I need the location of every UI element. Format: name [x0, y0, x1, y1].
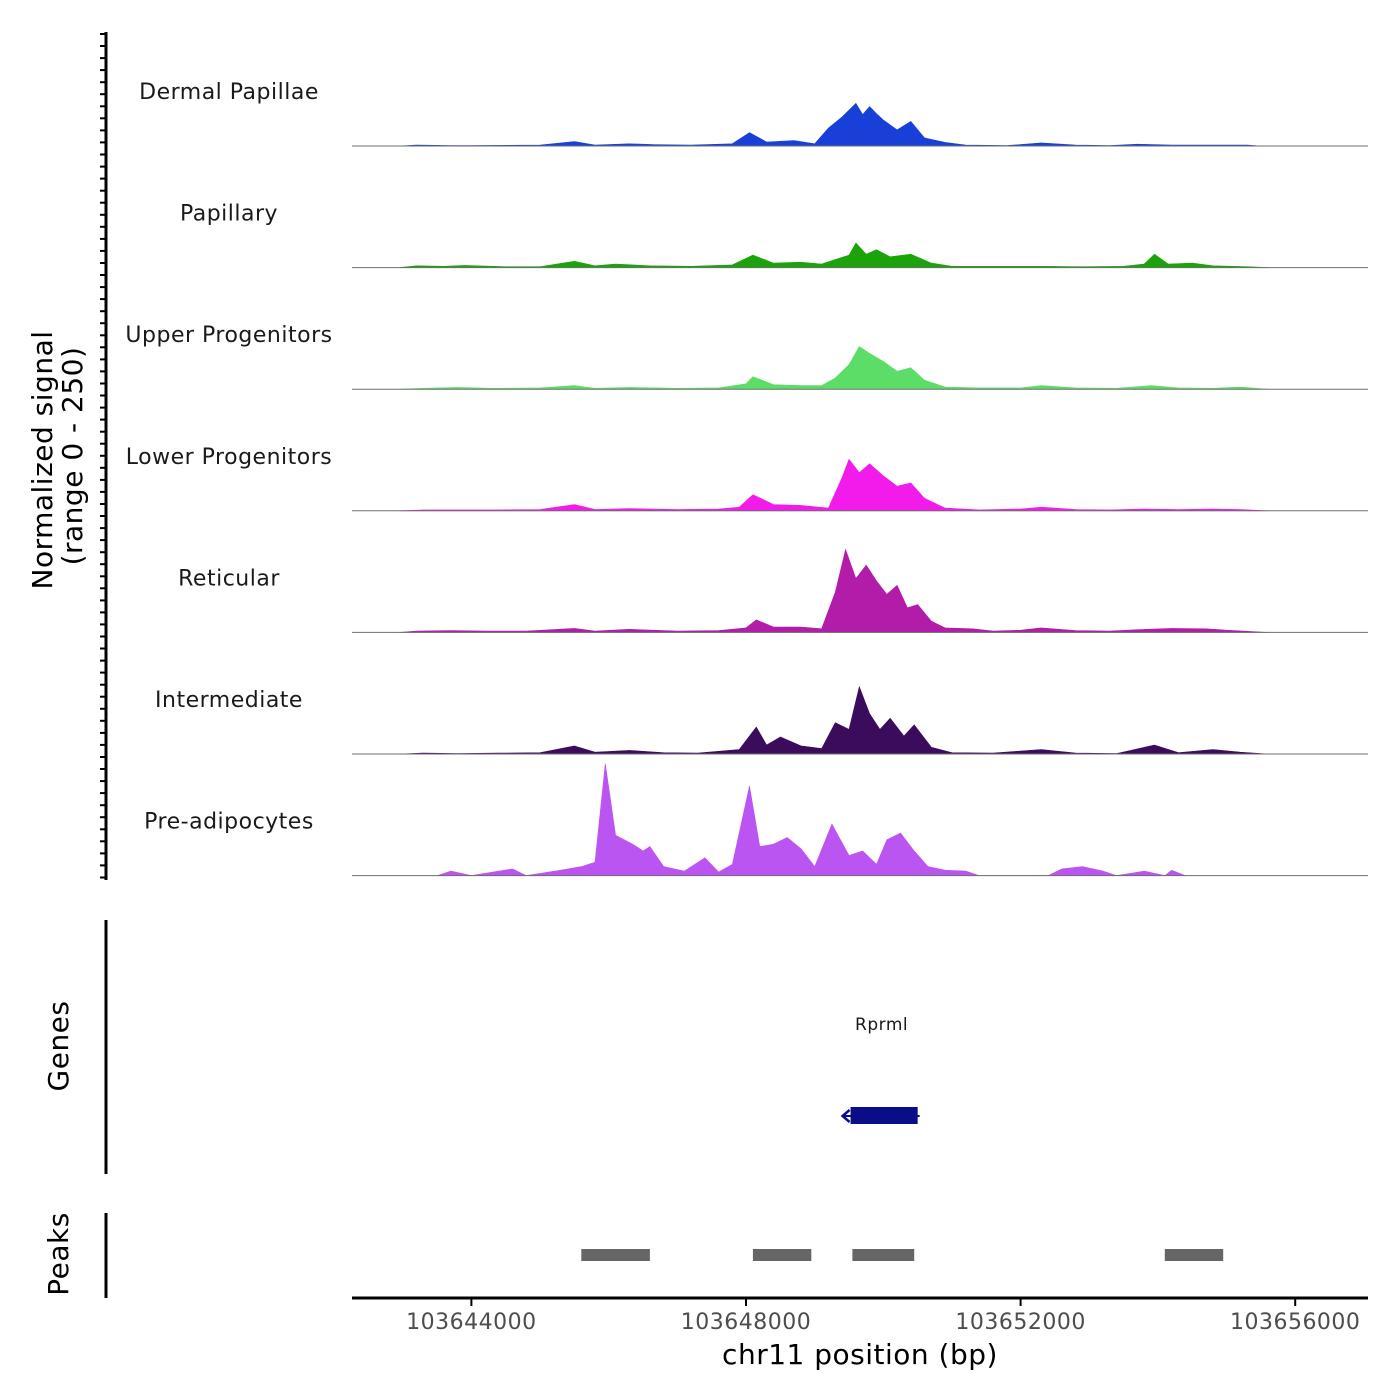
signal-area: [437, 763, 1186, 876]
track-pre-adipocytes: Pre-adipocytes: [144, 763, 1368, 877]
signal-axis-title: Normalized signal: [26, 330, 59, 589]
x-tick-label: 103648000: [681, 1310, 811, 1335]
peaks-panel: Peaks: [42, 1212, 1224, 1298]
genes-panel: Genes Rprml: [42, 920, 920, 1174]
x-axis-title: chr11 position (bp): [722, 1338, 998, 1371]
gene-strand-arrow: [840, 1109, 851, 1123]
signal-area: [399, 548, 1268, 633]
track-label: Papillary: [180, 202, 278, 227]
peak-region: [752, 1249, 812, 1261]
signal-y-axis: [100, 32, 108, 880]
track-papillary: Papillary: [180, 202, 1368, 269]
x-tick-label: 103644000: [406, 1310, 536, 1335]
track-dermal-papillae: Dermal Papillae: [139, 80, 1368, 147]
track-lower-progenitors: Lower Progenitors: [126, 445, 1368, 512]
peak-region: [852, 1249, 915, 1261]
signal-area: [399, 685, 1268, 755]
track-label: Intermediate: [155, 688, 303, 713]
x-axis: 103644000 103648000 103652000 103656000: [352, 1296, 1368, 1335]
signal-area: [399, 102, 1261, 147]
signal-axis-subtitle: (range 0 - 250): [56, 347, 89, 566]
gene-exon: [850, 1107, 918, 1124]
peak-region: [581, 1249, 650, 1261]
track-label: Upper Progenitors: [125, 323, 332, 348]
track-reticular: Reticular: [178, 548, 1368, 633]
x-tick-label: 103656000: [1230, 1310, 1360, 1335]
track-intermediate: Intermediate: [155, 685, 1368, 755]
track-label: Reticular: [178, 566, 280, 591]
track-label: Dermal Papillae: [139, 80, 319, 105]
x-tick-label: 103652000: [955, 1310, 1085, 1335]
signal-area: [399, 346, 1268, 390]
genes-track-title: Genes: [42, 1001, 75, 1092]
gene-label: Rprml: [855, 1015, 908, 1035]
track-upper-progenitors: Upper Progenitors: [125, 323, 1368, 390]
peak-region: [1164, 1249, 1224, 1261]
signal-area: [399, 242, 1268, 268]
track-label: Lower Progenitors: [126, 445, 332, 470]
peaks-track-title: Peaks: [42, 1212, 75, 1296]
track-label: Pre-adipocytes: [144, 810, 314, 835]
gene-rprml: Rprml: [840, 1015, 920, 1124]
signal-area: [399, 458, 1268, 512]
signal-tracks: Dermal Papillae Papillary Upper Progenitor…: [125, 80, 1368, 877]
